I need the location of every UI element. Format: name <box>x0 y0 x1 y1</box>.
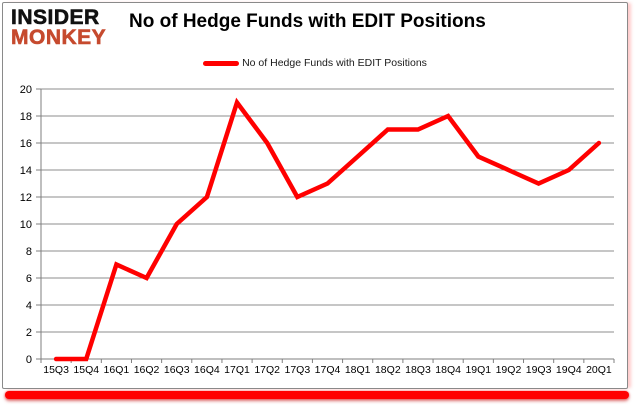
x-tick-label: 18Q1 <box>345 364 371 376</box>
x-tick-label: 19Q4 <box>556 364 582 376</box>
chart-canvas: INSIDER MONKEY No of Hedge Funds with ED… <box>2 2 628 389</box>
legend-line-swatch <box>203 60 240 66</box>
x-tick-label: 19Q1 <box>465 364 491 376</box>
y-tick-label: 16 <box>20 138 32 150</box>
y-tick-label: 20 <box>20 84 32 96</box>
x-tick-label: 18Q2 <box>375 364 401 376</box>
y-tick-label: 8 <box>26 246 32 258</box>
x-tick-label: 20Q1 <box>586 364 612 376</box>
insider-monkey-logo: INSIDER MONKEY <box>11 6 107 49</box>
x-tick-label: 15Q3 <box>43 364 69 376</box>
logo-insider-text: INSIDER <box>11 6 100 29</box>
y-tick-label: 14 <box>20 165 32 177</box>
x-tick-label: 16Q3 <box>164 364 190 376</box>
legend-label: No of Hedge Funds with EDIT Positions <box>242 57 427 69</box>
x-tick-label: 16Q4 <box>194 364 220 376</box>
bottom-accent-bar <box>5 391 629 399</box>
logo-monkey-text: MONKEY <box>11 26 107 49</box>
legend: No of Hedge Funds with EDIT Positions <box>3 57 627 69</box>
x-tick-label: 17Q1 <box>224 364 250 376</box>
y-tick-label: 12 <box>20 192 32 204</box>
x-tick-label: 17Q4 <box>315 364 341 376</box>
x-tick-label: 19Q3 <box>526 364 552 376</box>
x-tick-label: 16Q2 <box>134 364 160 376</box>
y-tick-label: 0 <box>26 354 32 366</box>
y-tick-label: 10 <box>20 219 32 231</box>
x-tick-label: 16Q1 <box>104 364 130 376</box>
x-tick-label: 19Q2 <box>496 364 522 376</box>
y-tick-label: 2 <box>26 327 32 339</box>
x-tick-label: 17Q3 <box>284 364 310 376</box>
y-tick-label: 4 <box>26 300 32 312</box>
line-chart: 0 2 4 6 8 10 12 14 16 18 20 15Q3 15Q4 16Q1 16Q2 16Q3 16Q… <box>20 84 615 376</box>
y-tick-label: 18 <box>20 111 32 123</box>
x-tick-label: 17Q2 <box>254 364 280 376</box>
x-tick-label: 18Q3 <box>405 364 431 376</box>
x-tick-label: 15Q4 <box>73 364 99 376</box>
y-tick-label: 6 <box>26 273 32 285</box>
edit-positions-line <box>53 97 602 362</box>
chart-title: No of Hedge Funds with EDIT Positions <box>129 11 486 32</box>
x-tick-label: 18Q4 <box>435 364 461 376</box>
